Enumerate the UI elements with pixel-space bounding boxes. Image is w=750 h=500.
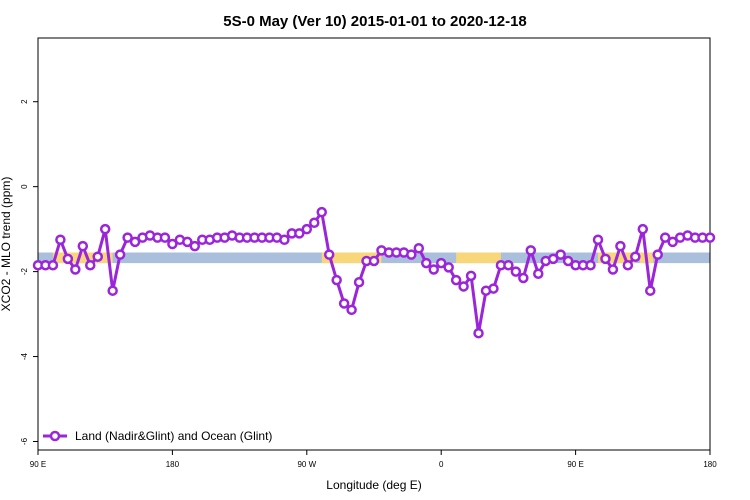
data-point: [704, 232, 716, 243]
data-point: [309, 217, 320, 229]
data-point: [114, 249, 126, 260]
data-point: [428, 264, 439, 275]
data-point: [279, 234, 290, 246]
chart-title: 5S-0 May (Ver 10) 2015-01-01 to 2020-12-…: [223, 13, 527, 30]
x-tick-label: 0: [439, 460, 444, 469]
data-point: [85, 259, 96, 271]
data-point: [368, 255, 380, 267]
data-point: [316, 206, 327, 218]
data-point: [458, 281, 469, 292]
data-point: [99, 223, 111, 235]
data-point: [652, 249, 663, 260]
data-point: [421, 257, 432, 269]
y-tick-label: -4: [20, 352, 29, 360]
data-point: [525, 245, 537, 256]
data-point: [600, 253, 611, 265]
data-point: [294, 228, 305, 239]
data-point: [465, 270, 477, 282]
data-point: [92, 251, 103, 262]
data-point: [637, 223, 649, 235]
data-point: [615, 240, 626, 252]
data-point: [518, 272, 529, 284]
land-band-segment: [52, 252, 113, 264]
y-tick-label: 2: [20, 99, 29, 104]
data-point: [488, 283, 499, 294]
data-point: [70, 264, 81, 275]
x-tick-label: 180: [166, 460, 180, 469]
y-tick-label: -2: [20, 268, 29, 276]
data-point: [443, 262, 454, 273]
data-point: [503, 259, 514, 271]
data-point: [47, 259, 59, 271]
data-point: [77, 240, 89, 252]
axes: 90 E 180 90 W 0 90 E 180 2 0 -2 -4 -6: [20, 99, 717, 469]
land-band-segment: [456, 252, 501, 264]
data-point: [533, 268, 544, 279]
data-point: [555, 249, 566, 260]
data-point: [189, 240, 201, 252]
legend-entry: Land (Nadir&Glint) and Ocean (Glint): [75, 429, 272, 443]
data-point: [167, 238, 178, 250]
x-axis-label: Longitude (deg E): [326, 478, 421, 492]
data-point: [353, 276, 365, 288]
data-point: [592, 234, 604, 246]
data-point: [107, 285, 118, 296]
data-point: [331, 274, 342, 286]
plot-area: [37, 37, 711, 451]
data-point: [473, 327, 484, 339]
land-band-segment: [321, 252, 382, 264]
data-point: [667, 236, 678, 248]
y-tick-label: 0: [20, 184, 29, 189]
data-point: [450, 274, 462, 286]
x-tick-label: 180: [703, 460, 717, 469]
data-point: [62, 253, 74, 265]
data-point: [607, 264, 619, 275]
data-point: [413, 242, 425, 254]
x-tick-label: 90 E: [567, 460, 583, 469]
x-tick-label: 90 E: [30, 460, 46, 469]
data-point: [301, 223, 313, 235]
y-tick-label: -6: [20, 437, 29, 445]
data-point: [122, 232, 133, 243]
data-point: [406, 249, 417, 260]
data-point: [159, 232, 171, 243]
legend-marker-swatch: [49, 430, 61, 442]
data-point: [323, 249, 335, 260]
data-point: [435, 257, 447, 269]
data-point: [182, 236, 193, 248]
data-point: [55, 234, 66, 246]
data-point: [562, 255, 574, 267]
data-point: [129, 236, 141, 248]
x-tick-label: 90 W: [297, 460, 316, 469]
data-point: [338, 298, 350, 309]
data-point: [510, 266, 522, 277]
data-point: [630, 251, 641, 262]
data-point: [645, 285, 656, 296]
data-point: [547, 253, 559, 265]
data-point: [622, 259, 634, 271]
legend: Land (Nadir&Glint) and Ocean (Glint): [43, 429, 272, 443]
y-axis-label: XCO2 - MLO trend (ppm): [0, 177, 13, 312]
data-point: [346, 304, 357, 316]
data-point: [585, 259, 596, 271]
data-point: [659, 232, 671, 243]
series-layer: [32, 206, 716, 339]
